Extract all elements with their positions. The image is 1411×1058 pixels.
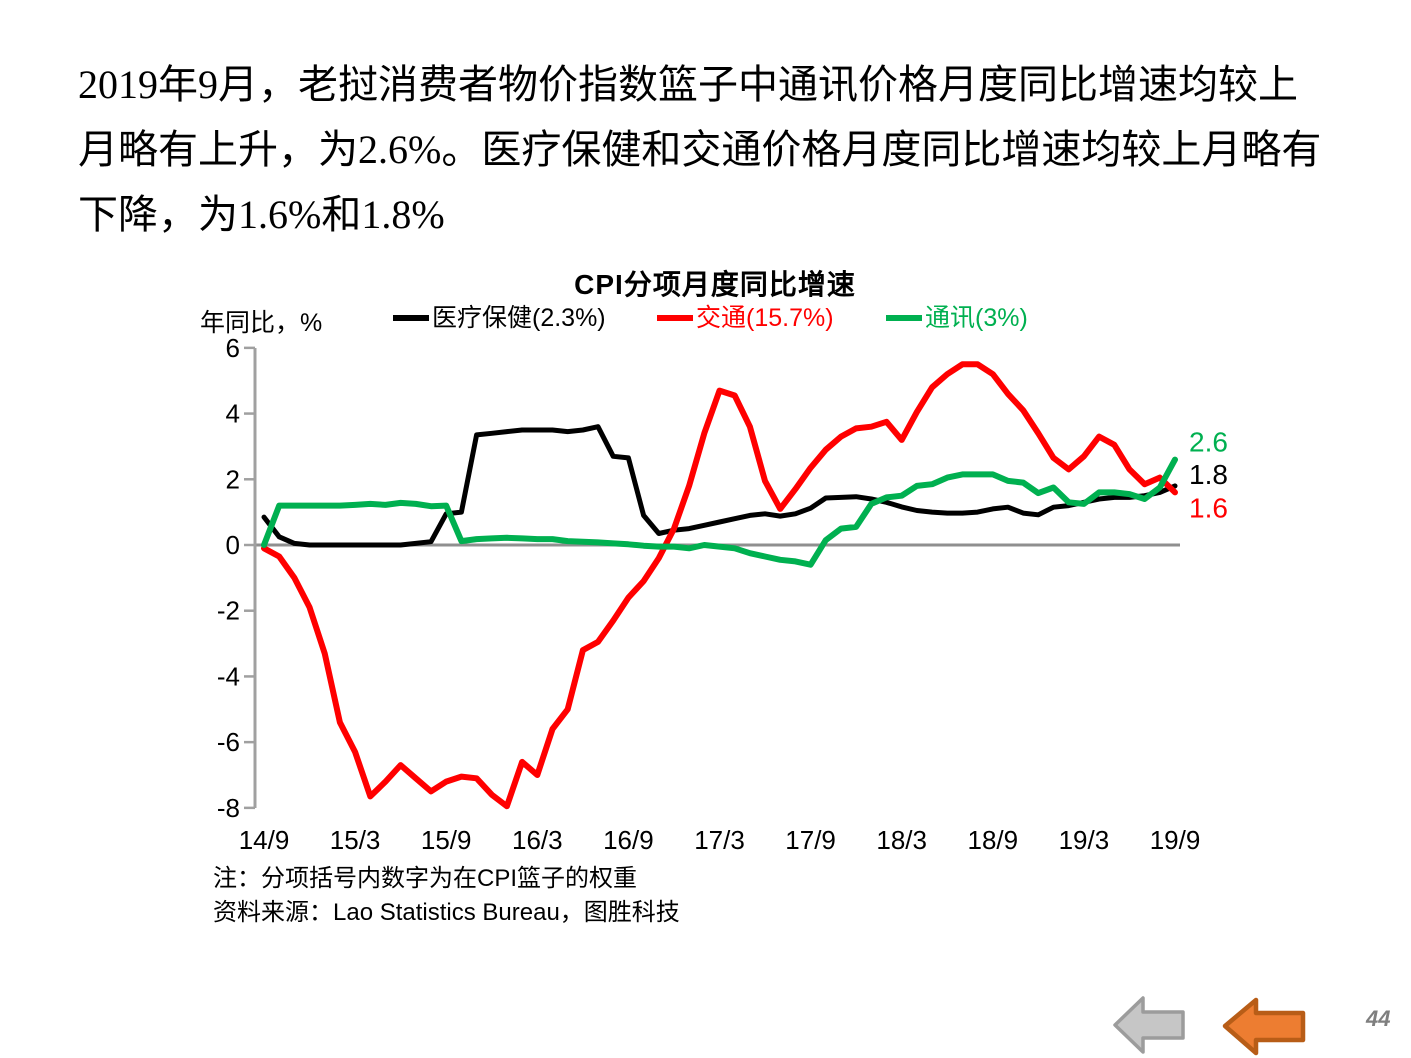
x-axis-tick-label: 16/9 bbox=[603, 825, 654, 855]
y-axis-tick-label: 2 bbox=[226, 464, 240, 494]
x-axis-tick-label: 16/3 bbox=[512, 825, 563, 855]
legend-item-transport: 交通(15.7%) bbox=[657, 305, 834, 331]
x-axis-tick-label: 14/9 bbox=[239, 825, 290, 855]
y-axis-tick-label: -6 bbox=[217, 727, 240, 757]
communication-line bbox=[261, 456, 1178, 568]
nav-back-arrow-orange-icon[interactable] bbox=[1222, 997, 1306, 1056]
transport-line bbox=[261, 361, 1178, 810]
y-axis-tick-label: 0 bbox=[226, 530, 240, 560]
legend-swatch-communication-line bbox=[886, 315, 922, 321]
legend-swatch-transport-line bbox=[657, 315, 693, 321]
legend-item-communication: 通讯(3%) bbox=[886, 305, 1028, 331]
x-axis-tick-label: 15/3 bbox=[330, 825, 381, 855]
page-number: 44 bbox=[1366, 1006, 1391, 1031]
y-axis-tick-label: -4 bbox=[217, 661, 240, 691]
nav-back-arrow-gray-icon[interactable] bbox=[1113, 996, 1185, 1054]
chart-title: CPI分项月度同比增速 bbox=[574, 269, 856, 300]
x-axis-tick-label: 17/9 bbox=[785, 825, 836, 855]
legend-label-healthcare: 医疗保健(2.3%) bbox=[432, 304, 606, 332]
series-end-value-label: 1.6 bbox=[1189, 492, 1228, 523]
y-axis-unit-label: 年同比，% bbox=[200, 309, 323, 337]
series-end-value-label: 2.6 bbox=[1189, 427, 1228, 458]
headline-line-1: 2019年9月，老挝消费者物价指数篮子中通讯价格月度同比增速均较上 bbox=[78, 62, 1298, 107]
y-axis-tick-label: -2 bbox=[217, 596, 240, 626]
x-axis-tick-label: 19/9 bbox=[1150, 825, 1201, 855]
y-axis-tick-label: 6 bbox=[226, 333, 240, 363]
y-axis-tick-label: -8 bbox=[217, 793, 240, 823]
legend-swatch-healthcare-line bbox=[393, 315, 429, 321]
headline-line-3: 下降，为1.6%和1.8% bbox=[78, 192, 445, 237]
headline: 2019年9月，老挝消费者物价指数篮子中通讯价格月度同比增速均较上 月略有上升，… bbox=[78, 52, 1358, 247]
legend-item-healthcare: 医疗保健(2.3%) bbox=[393, 305, 606, 331]
x-axis-tick-label: 19/3 bbox=[1059, 825, 1110, 855]
headline-line-2: 月略有上升，为2.6%。医疗保健和交通价格月度同比增速均较上月略有 bbox=[78, 127, 1322, 172]
y-axis-tick-label: 4 bbox=[226, 399, 240, 429]
chart-source: 资料来源：Lao Statistics Bureau，图胜科技 bbox=[213, 899, 680, 926]
series-end-value-label: 1.8 bbox=[1189, 459, 1228, 490]
x-axis-tick-label: 15/9 bbox=[421, 825, 472, 855]
legend-label-transport: 交通(15.7%) bbox=[696, 304, 834, 332]
healthcare-line bbox=[261, 424, 1178, 548]
x-axis-tick-label: 18/3 bbox=[876, 825, 927, 855]
x-axis-tick-label: 17/3 bbox=[694, 825, 745, 855]
x-axis-tick-label: 18/9 bbox=[967, 825, 1018, 855]
slide-navigation bbox=[1113, 996, 1306, 1056]
legend-label-communication: 通讯(3%) bbox=[925, 304, 1028, 332]
chart-footnote: 注：分项括号内数字为在CPI篮子的权重 bbox=[213, 865, 638, 892]
